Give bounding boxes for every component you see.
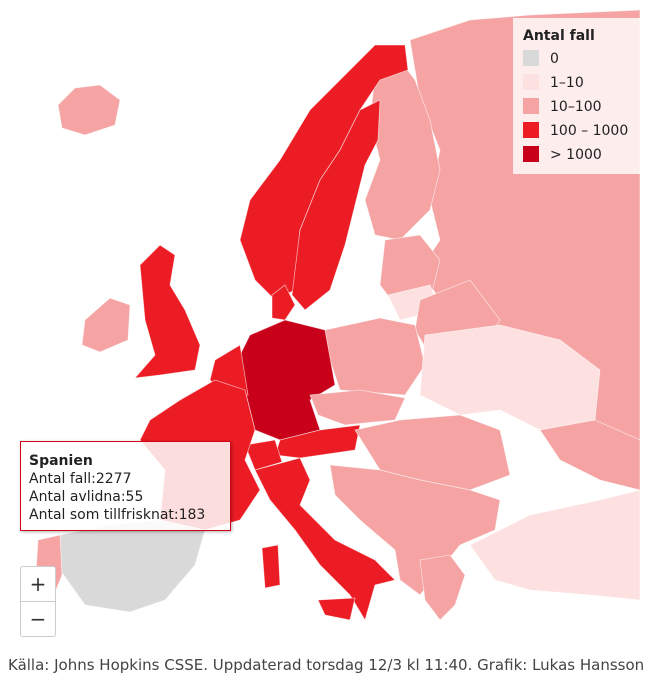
sweden: [291, 99, 381, 311]
ireland: [81, 297, 131, 353]
tooltip-line: Antal avlidna:55: [29, 489, 144, 505]
tooltip-line: Antal som tillfrisknat:183: [29, 507, 206, 523]
switzerland: [244, 439, 283, 471]
sicily: [317, 597, 356, 621]
poland: [324, 317, 426, 396]
italy: [254, 457, 396, 621]
uk: [134, 244, 201, 379]
legend-label: > 1000: [550, 147, 602, 163]
iceland: [57, 84, 121, 136]
legend-swatch: [523, 146, 539, 162]
legend: Antal fall 0 1–10 10–100 100 – 1000 > 1000: [513, 18, 640, 174]
tooltip-line: Antal fall:2277: [29, 471, 132, 487]
legend-label: 100 – 1000: [550, 123, 628, 139]
caption: Källa: Johns Hopkins CSSE. Uppdaterad to…: [8, 656, 645, 674]
tooltip-title: Spanien: [29, 453, 93, 469]
denmark: [271, 284, 296, 321]
legend-label: 1–10: [550, 75, 584, 91]
legend-swatch: [523, 122, 539, 138]
legend-label: 10–100: [550, 99, 602, 115]
legend-swatch: [523, 74, 539, 90]
czech-slovakia: [309, 389, 406, 426]
legend-swatch: [523, 98, 539, 114]
germany: [239, 319, 336, 441]
map: Antal fall 0 1–10 10–100 100 – 1000 > 1000: [34, 9, 641, 621]
legend-label: 0: [550, 51, 559, 67]
tooltip: Spanien Antal fall:2277 Antal avlidna:55…: [20, 441, 231, 531]
finland: [364, 59, 441, 241]
zoom-control: + −: [20, 566, 56, 637]
spain: [59, 519, 206, 613]
zoom-out[interactable]: −: [21, 601, 55, 636]
sardinia: [261, 544, 281, 589]
greece: [419, 554, 466, 621]
caucasus: [539, 419, 641, 491]
zoom-in[interactable]: +: [29, 572, 47, 596]
legend-swatch: [523, 50, 539, 66]
turkey: [469, 489, 641, 601]
legend-title: Antal fall: [523, 28, 595, 44]
